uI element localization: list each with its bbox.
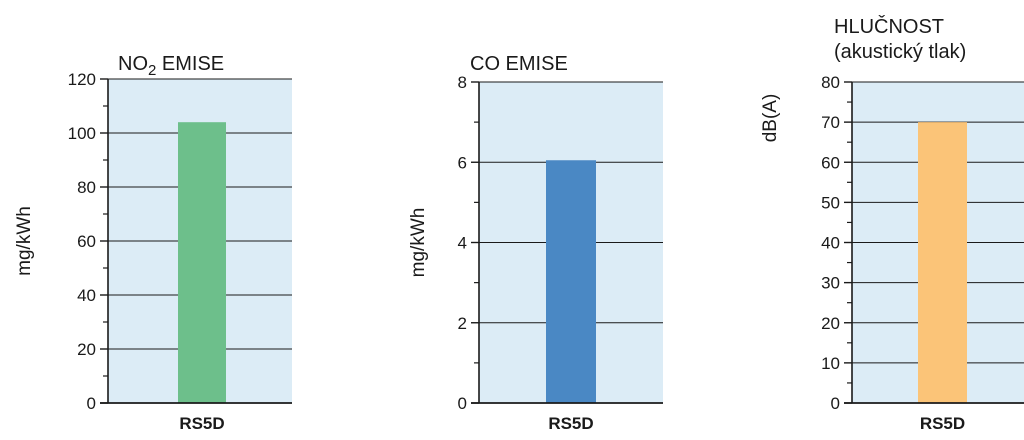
y-tick-label: 80 [821, 73, 840, 92]
y-tick-label: 2 [458, 314, 467, 333]
y-axis-label: mg/kWh [408, 208, 429, 278]
chart-title: NO2 EMISE [118, 53, 224, 79]
chart-2: 0 2 4 6 8 RS5D mg/kWh CO EMISE [408, 53, 663, 433]
y-tick-label: 30 [821, 274, 840, 293]
y-tick-label: 50 [821, 193, 840, 212]
y-axis-label: mg/kWh [14, 206, 35, 276]
y-tick-label: 60 [77, 232, 96, 251]
category-label: RS5D [179, 414, 224, 433]
y-tick-label: 40 [77, 286, 96, 305]
y-tick-label: 4 [458, 234, 467, 253]
y-tick-label: 10 [821, 354, 840, 373]
bar [178, 122, 226, 403]
y-tick-label: 120 [68, 70, 96, 89]
y-tick-label: 0 [831, 394, 840, 413]
chart-1: 0 20 40 60 80 100 120 RS5D mg/kWh NO2 EMISE [14, 53, 292, 433]
y-tick-label: 80 [77, 178, 96, 197]
y-axis-label: dB(A) [760, 94, 781, 143]
y-tick-label: 20 [821, 314, 840, 333]
y-tick-label: 8 [458, 73, 467, 92]
chart-title: HLUČNOST [834, 15, 944, 38]
bar [546, 160, 596, 403]
y-tick-label: 40 [821, 234, 840, 253]
chart-title-line2: (akustický tlak) [834, 41, 966, 63]
y-tick-label: 100 [68, 124, 96, 143]
y-tick-label: 0 [87, 394, 96, 413]
y-tick-label: 60 [821, 153, 840, 172]
category-label: RS5D [920, 414, 965, 433]
y-tick-label: 70 [821, 113, 840, 132]
chart-title: CO EMISE [470, 53, 568, 75]
y-tick-label: 0 [458, 394, 467, 413]
category-label: RS5D [548, 414, 593, 433]
bar [918, 122, 967, 403]
chart-3: 0 10 20 30 40 50 60 70 80 RS5D dB(A) HLUČNOST (akust… [760, 15, 1024, 433]
y-tick-label: 6 [458, 153, 467, 172]
y-tick-label: 20 [77, 340, 96, 359]
